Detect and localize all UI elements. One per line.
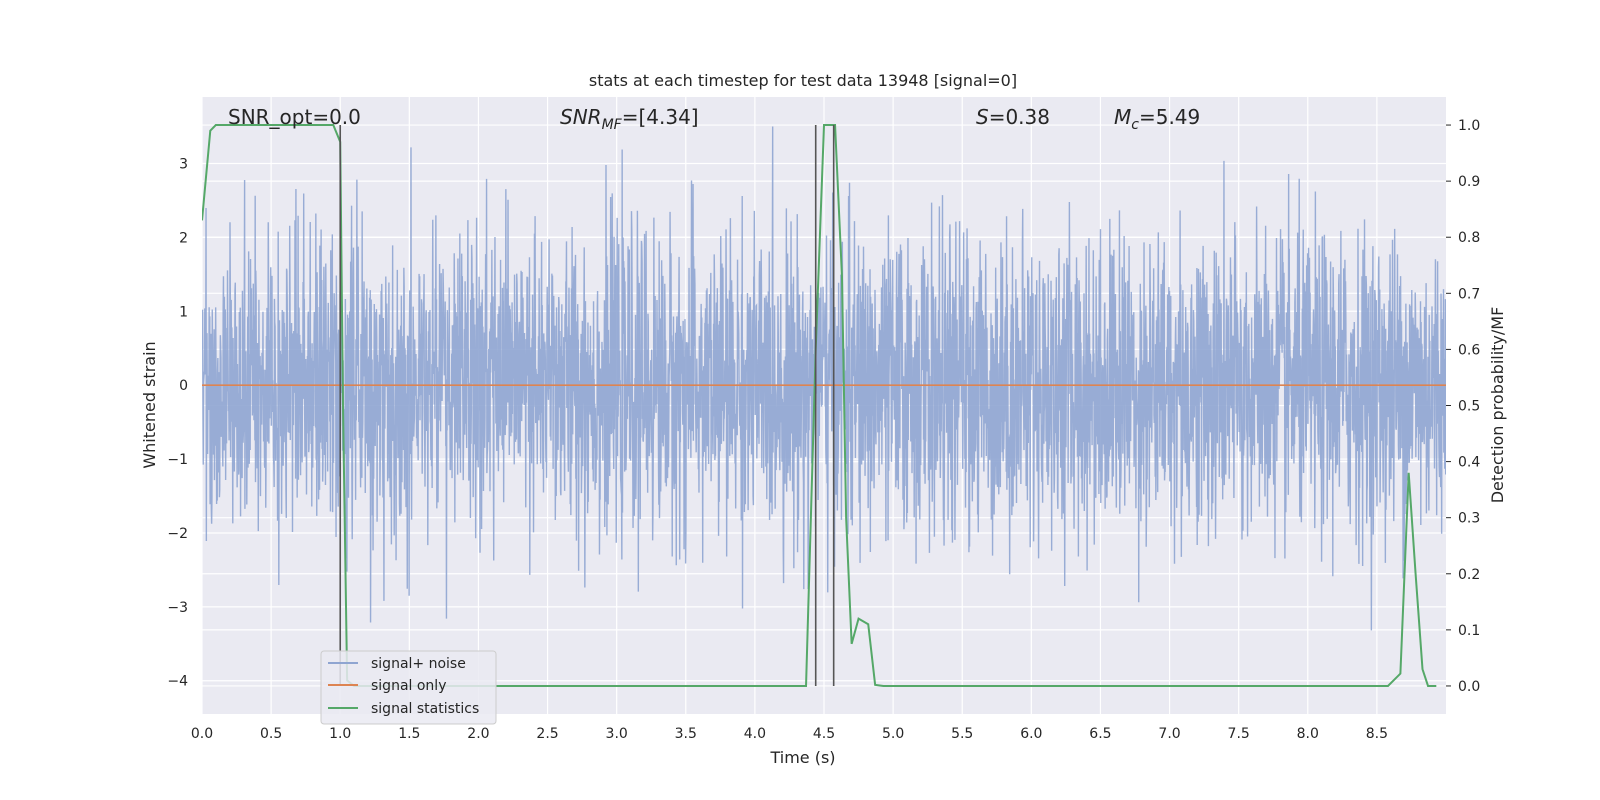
y-axis-label: Whitened strain xyxy=(140,341,159,468)
clipped-series xyxy=(202,124,1446,687)
x-tick-label: 8.0 xyxy=(1297,726,1319,742)
s-value: =0.38 xyxy=(989,105,1050,129)
mc-subscript: c xyxy=(1131,117,1139,133)
series-signal-statistics xyxy=(202,124,1437,687)
y-tick-label: 1 xyxy=(179,304,188,320)
y2-tick-label: 0.8 xyxy=(1458,230,1480,246)
series-layer xyxy=(202,124,1446,687)
s-symbol: S xyxy=(976,105,989,129)
y-tick-label: −4 xyxy=(167,674,188,690)
annotation-s: S=0.38 xyxy=(976,105,1050,129)
y2-tick-label: 0.0 xyxy=(1458,679,1480,695)
x-tick-label: 7.0 xyxy=(1158,726,1180,742)
mc-symbol: M xyxy=(1114,105,1131,129)
y-tick-label: −3 xyxy=(167,600,188,616)
snr-mf-subscript: MF xyxy=(602,117,623,133)
x-tick-label: 1.5 xyxy=(398,726,420,742)
legend: signal+ noise signal only signal statist… xyxy=(320,650,497,725)
y2-tick-label: 0.9 xyxy=(1458,174,1480,190)
y-tick-label: 0 xyxy=(179,378,188,394)
x-axis-label: Time (s) xyxy=(769,748,835,767)
annotation-mc: Mc=5.49 xyxy=(1114,105,1200,133)
x-tick-label: 0.5 xyxy=(260,726,282,742)
annotation-snr-mf: SNRMF=[4.34] xyxy=(560,105,699,133)
x-tick-label: 6.5 xyxy=(1089,726,1111,742)
y-tick-label: −1 xyxy=(167,452,188,468)
legend-label-signal-noise: signal+ noise xyxy=(371,656,466,672)
snr-mf-value: =[4.34] xyxy=(622,105,699,129)
y2-axis-ticks: 0.0 0.1 0.2 0.3 0.4 0.5 0.6 0.7 0.8 0.9 1.0 xyxy=(1446,118,1480,695)
legend-box xyxy=(320,650,497,725)
chart-title: stats at each timestep for test data 139… xyxy=(589,71,1017,90)
y-tick-label: 3 xyxy=(179,157,188,173)
x-tick-label: 2.5 xyxy=(536,726,558,742)
x-tick-label: 7.5 xyxy=(1228,726,1250,742)
x-tick-label: 6.0 xyxy=(1020,726,1042,742)
mc-value: =5.49 xyxy=(1139,105,1200,129)
y2-tick-label: 0.7 xyxy=(1458,286,1480,302)
y2-tick-label: 0.5 xyxy=(1458,399,1480,415)
y-tick-label: 2 xyxy=(179,230,188,246)
y2-tick-label: 0.4 xyxy=(1458,455,1480,471)
x-tick-label: 3.5 xyxy=(675,726,697,742)
x-tick-label: 5.5 xyxy=(951,726,973,742)
y-tick-label: −2 xyxy=(167,526,188,542)
x-tick-label: 3.0 xyxy=(606,726,628,742)
legend-label-signal-statistics: signal statistics xyxy=(371,701,479,717)
y2-tick-label: 0.6 xyxy=(1458,342,1480,358)
x-tick-label: 1.0 xyxy=(329,726,351,742)
series-signal-noise xyxy=(202,126,1446,631)
x-axis-ticks: 0.0 0.5 1.0 1.5 2.0 2.5 3.0 3.5 4.0 4.5 5.0 5.5 6.0 6… xyxy=(191,726,1388,742)
y2-tick-label: 0.2 xyxy=(1458,567,1480,583)
snr-mf-symbol: SNR xyxy=(560,105,602,129)
y2-tick-label: 0.1 xyxy=(1458,623,1480,639)
x-tick-label: 0.0 xyxy=(191,726,213,742)
y2-axis-label: Detection probability/MF xyxy=(1488,307,1507,504)
legend-label-signal-only: signal only xyxy=(371,678,446,694)
x-tick-label: 4.5 xyxy=(813,726,835,742)
y2-tick-label: 0.3 xyxy=(1458,511,1480,527)
annotation-snr-opt: SNR_opt=0.0 xyxy=(228,105,361,129)
x-tick-label: 4.0 xyxy=(744,726,766,742)
x-tick-label: 8.5 xyxy=(1366,726,1388,742)
x-tick-label: 5.0 xyxy=(882,726,904,742)
x-tick-label: 2.0 xyxy=(467,726,489,742)
y2-tick-label: 1.0 xyxy=(1458,118,1480,134)
y-axis-ticks: −4 −3 −2 −1 0 1 2 3 xyxy=(167,157,188,690)
